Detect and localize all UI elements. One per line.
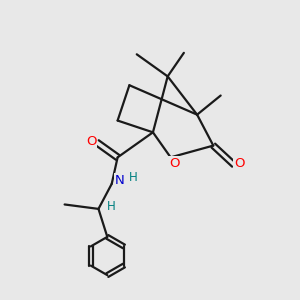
Text: O: O (169, 157, 180, 170)
Text: O: O (86, 135, 96, 148)
Text: N: N (115, 174, 125, 187)
Text: H: H (106, 200, 115, 213)
Text: H: H (128, 171, 137, 184)
Text: O: O (234, 157, 244, 170)
